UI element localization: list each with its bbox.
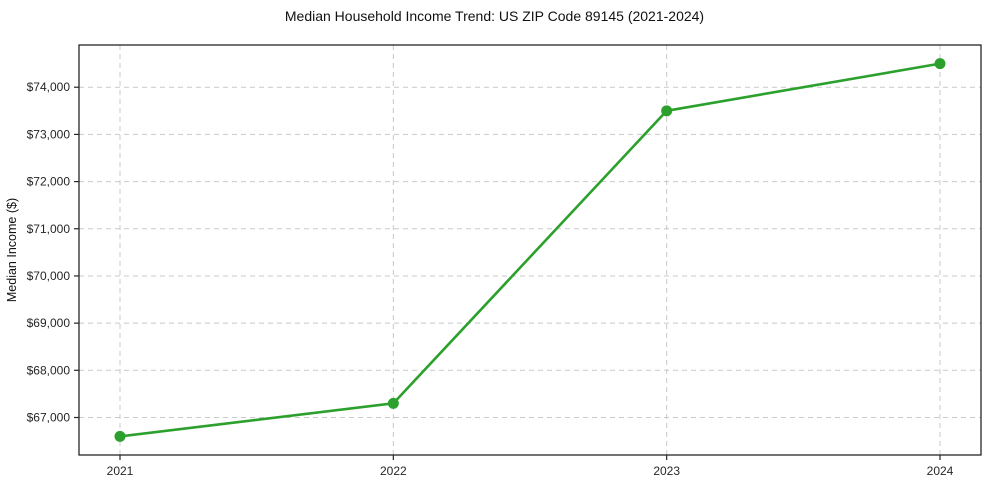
y-tick-label: $69,000 bbox=[27, 316, 71, 330]
y-tick-label: $70,000 bbox=[27, 269, 71, 283]
y-tick-label: $71,000 bbox=[27, 222, 71, 236]
x-tick-label: 2023 bbox=[653, 464, 680, 478]
data-point-marker bbox=[387, 397, 399, 409]
data-point-marker bbox=[114, 430, 126, 442]
x-tick-label: 2021 bbox=[107, 464, 134, 478]
y-tick-label: $68,000 bbox=[27, 363, 71, 377]
series-line bbox=[118, 62, 942, 438]
y-tick-label: $72,000 bbox=[27, 175, 71, 189]
gridlines bbox=[79, 45, 981, 455]
plot-border bbox=[78, 44, 982, 456]
y-tick-label: $73,000 bbox=[27, 127, 71, 141]
chart-title: Median Household Income Trend: US ZIP Co… bbox=[284, 8, 705, 24]
data-series bbox=[114, 58, 946, 442]
data-point-marker bbox=[661, 105, 673, 117]
data-point-marker bbox=[934, 58, 946, 70]
y-axis-label: Median Income ($) bbox=[5, 198, 19, 302]
y-tick-label: $67,000 bbox=[27, 410, 71, 424]
x-tick-label: 2022 bbox=[380, 464, 407, 478]
x-tick-label: 2024 bbox=[927, 464, 954, 478]
tick-labels: $67,000 $68,000 $69,000 $70,000 $71,000 $72,0… bbox=[27, 80, 954, 478]
y-tick-label: $74,000 bbox=[27, 80, 71, 94]
axes bbox=[74, 44, 982, 460]
